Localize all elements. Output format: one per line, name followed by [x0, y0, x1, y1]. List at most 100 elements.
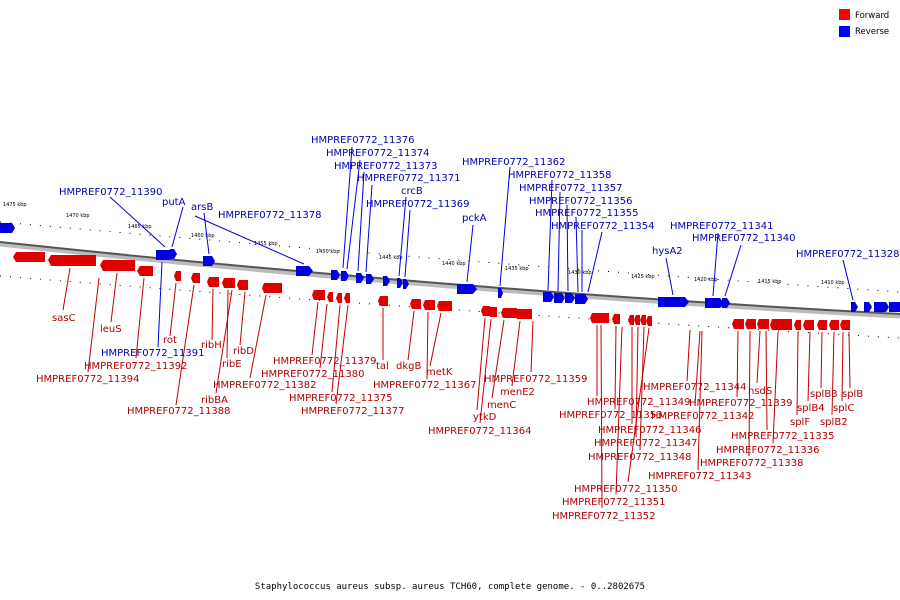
reverse-gene-label: hysA2 — [652, 246, 683, 257]
genome-axis — [0, 241, 900, 315]
reverse-gene-label: HMPREF0772_11341 — [670, 221, 773, 232]
forward-gene-label: HMPREF0772_11392 — [84, 361, 187, 372]
forward-gene-label: menE2 — [500, 387, 535, 398]
forward-gene-label: HMPREF0772_11353 — [559, 410, 662, 421]
forward-gene-label: menC — [487, 400, 516, 411]
forward-gene — [515, 309, 532, 319]
forward-gene — [423, 300, 435, 310]
reverse-gene — [705, 298, 724, 308]
forward-gene-label: HMPREF0772_11338 — [700, 458, 803, 469]
kbp-tick-label: 1435 kbp — [505, 266, 529, 272]
forward-gene — [191, 273, 200, 283]
forward-gene-label: splC — [833, 403, 854, 414]
forward-gene-label: leuS — [100, 324, 122, 335]
reverse-gene-label: HMPREF0772_11378 — [218, 210, 321, 221]
reverse-gene-label: pckA — [462, 213, 487, 224]
forward-gene — [829, 320, 839, 330]
kbp-tick-label: 1440 kbp — [442, 261, 466, 267]
forward-gene-label: HMPREF0772_11359 — [484, 374, 587, 385]
forward-gene — [237, 280, 248, 290]
forward-gene — [312, 290, 325, 300]
reverse-gene — [851, 302, 858, 312]
forward-gene-label: HMPREF0772_11388 — [127, 406, 230, 417]
reverse-gene-label: HMPREF0772_11358 — [508, 170, 611, 181]
forward-gene — [207, 277, 219, 287]
forward-gene-label: HMPREF0772_11349 — [587, 397, 690, 408]
reverse-gene — [203, 256, 215, 266]
reverse-gene — [554, 293, 565, 303]
forward-gene-label: HMPREF0772_11350 — [574, 484, 677, 495]
forward-gene-label: splF — [790, 417, 810, 428]
forward-gene-label: HMPREF0772_11344 — [643, 382, 746, 393]
forward-gene-label: rot — [163, 335, 177, 346]
forward-gene-label: ribD — [233, 346, 254, 357]
forward-gene — [100, 260, 135, 271]
forward-gene — [628, 315, 634, 325]
reverse-gene — [383, 276, 390, 286]
genome-axis-shadow — [0, 241, 900, 319]
legend: Forward Reverse — [839, 9, 889, 37]
reverse-leader-lines — [109, 146, 854, 348]
forward-gene-label: HMPREF0772_11377 — [301, 406, 404, 417]
reverse-gene — [543, 292, 554, 302]
forward-gene — [590, 313, 609, 323]
forward-gene-label: HMPREF0772_11382 — [213, 380, 316, 391]
forward-gene — [612, 314, 620, 324]
reverse-gene — [397, 278, 403, 288]
forward-gene — [840, 320, 850, 330]
forward-gene-label: HMPREF0772_11335 — [731, 431, 834, 442]
forward-gene-label: ribH — [201, 340, 222, 351]
forward-gene — [378, 296, 388, 306]
forward-gene-label: HMPREF0772_11343 — [648, 471, 751, 482]
kbp-tick-label: 1470 kbp — [66, 213, 90, 219]
reverse-gene — [864, 302, 872, 312]
forward-gene-label: splB2 — [820, 417, 848, 428]
forward-gene — [344, 293, 350, 303]
reverse-gene — [498, 288, 503, 298]
forward-gene-label: metK — [426, 367, 453, 378]
reverse-gene-label: HMPREF0772_11374 — [326, 148, 429, 159]
kbp-tick-label: 1430 kbp — [568, 270, 592, 276]
reverse-gene-label: HMPREF0772_11354 — [551, 221, 654, 232]
forward-gene-label: tal — [376, 361, 389, 372]
forward-gene-label: ytkD — [473, 412, 497, 423]
forward-gene — [770, 319, 792, 330]
forward-gene-label: ribE — [222, 359, 242, 370]
forward-gene-label: HMPREF0772_11346 — [598, 425, 701, 436]
reverse-gene-label: putA — [162, 197, 186, 208]
forward-gene-label: HMPREF0772_11348 — [588, 452, 691, 463]
reverse-gene — [170, 249, 177, 259]
legend-forward-label: Forward — [855, 11, 889, 21]
forward-genes — [13, 252, 850, 330]
reverse-gene — [874, 302, 889, 312]
forward-gene-label: HMPREF0772_11339 — [689, 398, 792, 409]
forward-gene — [48, 255, 96, 266]
forward-gene-label: hsdS — [748, 386, 772, 397]
forward-gene — [262, 283, 282, 293]
reverse-gene-label: HMPREF0772_11390 — [59, 187, 162, 198]
reverse-gene-labels: HMPREF0772_11376 HMPREF0772_11374 HMPREF… — [59, 135, 899, 359]
reverse-gene — [341, 271, 349, 281]
forward-gene-labels: sasC leuS rot HMPREF0772_11392 HMPREF077… — [36, 313, 863, 522]
forward-gene — [410, 299, 421, 309]
forward-gene-label: HMPREF0772_11351 — [562, 497, 665, 508]
forward-gene — [174, 271, 181, 281]
forward-gene — [327, 292, 333, 302]
forward-gene-label: ribBA — [201, 395, 228, 406]
forward-gene — [336, 293, 342, 303]
reverse-gene — [366, 274, 374, 284]
reverse-gene-label: HMPREF0772_11328 — [796, 249, 899, 260]
reverse-gene — [356, 273, 364, 283]
forward-gene-label: sasC — [52, 313, 76, 324]
forward-gene-label: HMPREF0772_11342 — [651, 411, 754, 422]
figure-caption: Staphylococcus aureus subsp. aureus TCH6… — [255, 582, 645, 592]
forward-gene — [481, 306, 490, 316]
forward-gene — [640, 315, 646, 325]
forward-gene — [732, 319, 744, 329]
kbp-ticks: 1475 kbp 1470 kbp 1465 kbp 1460 kbp 1455… — [3, 202, 845, 286]
forward-gene-label: splB3 — [810, 389, 838, 400]
reverse-gene — [658, 297, 689, 307]
kbp-tick-label: 1425 kbp — [631, 274, 655, 280]
reverse-gene-label: HMPREF0772_11340 — [692, 233, 795, 244]
kbp-tick-label: 1420 kbp — [694, 277, 718, 283]
